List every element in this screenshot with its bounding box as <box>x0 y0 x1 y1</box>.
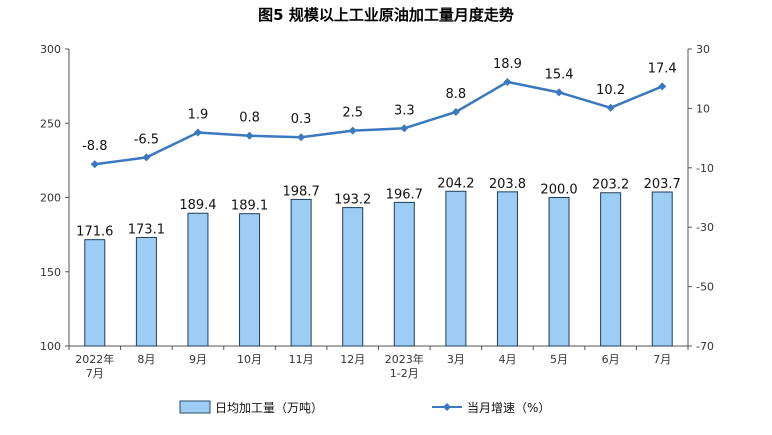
bar-value-label: 204.2 <box>437 176 474 191</box>
x-tick-label: 10月 <box>237 353 262 366</box>
y-right-tick-label: -50 <box>696 281 714 294</box>
bar <box>84 239 106 347</box>
line-value-label: 18.9 <box>493 57 522 72</box>
y-right-tick-label: -10 <box>696 162 714 175</box>
line-value-label: 17.4 <box>648 61 677 76</box>
bar-series <box>84 190 673 347</box>
x-tick-label: 6月 <box>602 353 620 366</box>
bar-value-label: 196.7 <box>386 187 423 202</box>
bar <box>496 191 518 347</box>
y-left-tick-label: 150 <box>40 266 61 279</box>
line-point <box>400 124 409 133</box>
y-left-tick-label: 200 <box>40 192 61 205</box>
x-tick-label: 7月 <box>653 353 671 366</box>
bar-value-label: 200.0 <box>540 183 577 198</box>
line-point <box>142 153 151 162</box>
bar <box>342 207 364 347</box>
bar <box>393 201 415 347</box>
line-value-label: 0.3 <box>291 112 312 127</box>
axes: 300 250 200 150 100 30 10 -10 -30 -50 -70 2022年 7月 8月… <box>40 43 714 380</box>
bar <box>548 197 570 347</box>
line-point <box>503 77 512 86</box>
x-tick-label: 11月 <box>289 353 314 366</box>
y-left-tick-label: 250 <box>40 117 61 130</box>
line-value-label: 2.5 <box>342 106 363 121</box>
x-tick-label: 12月 <box>340 353 365 366</box>
line-point <box>297 133 306 142</box>
bar-value-label: 189.4 <box>179 198 216 213</box>
legend: 日均加工量（万吨） 当月增速（%） <box>179 400 550 415</box>
legend-bar-swatch <box>179 400 211 414</box>
x-tick-label: 9月 <box>189 353 207 366</box>
x-tick-label: 4月 <box>498 353 516 366</box>
line-series <box>90 77 667 169</box>
line-value-label: 10.2 <box>596 83 625 98</box>
bar <box>187 212 209 347</box>
line-point <box>606 103 615 112</box>
bar-value-label: 203.7 <box>644 177 681 192</box>
line-point <box>348 126 357 135</box>
line-value-label: 3.3 <box>394 103 415 118</box>
bar-value-label: 173.1 <box>128 222 165 237</box>
bar-value-label: 198.7 <box>283 184 320 199</box>
bar <box>135 236 157 347</box>
growth-line <box>94 80 663 166</box>
bar-value-label: 203.8 <box>489 177 526 192</box>
line-point <box>245 131 254 140</box>
x-tick-label: 2022年 7月 <box>75 352 114 380</box>
x-tick-label: 2023年 1-2月 <box>385 352 424 380</box>
line-value-label: -6.5 <box>134 132 159 147</box>
bar-value-label: 171.6 <box>76 225 113 240</box>
legend-bar-label: 日均加工量（万吨） <box>215 401 323 415</box>
bar-value-label: 193.2 <box>334 193 371 208</box>
bar <box>290 198 312 347</box>
y-right-tick-label: 10 <box>696 102 710 115</box>
bar-value-label: 189.1 <box>231 199 268 214</box>
y-right-tick-label: 30 <box>696 43 710 56</box>
line-point <box>555 88 564 97</box>
line-point <box>658 82 667 91</box>
legend-line-marker <box>443 403 451 411</box>
y-left-tick-label: 300 <box>40 43 61 56</box>
bar <box>651 191 673 347</box>
chart-title: 图5 规模以上工业原油加工量月度走势 <box>258 6 514 24</box>
y-right-tick-label: -30 <box>696 221 714 234</box>
line-value-label: -8.8 <box>82 139 107 154</box>
line-value-label: 15.4 <box>545 67 574 82</box>
bar <box>445 190 467 347</box>
line-point <box>193 128 202 137</box>
bar-value-label: 203.2 <box>592 178 629 193</box>
x-tick-label: 5月 <box>550 353 568 366</box>
bar <box>239 213 261 347</box>
line-point <box>451 107 460 116</box>
y-right-tick-label: -70 <box>696 340 714 353</box>
y-left-tick-label: 100 <box>40 340 61 353</box>
x-tick-label: 8月 <box>137 353 155 366</box>
legend-line-label: 当月增速（%） <box>467 401 550 415</box>
x-tick-label: 3月 <box>447 353 465 366</box>
line-value-label: 0.8 <box>239 111 260 126</box>
bar <box>600 192 622 347</box>
line-value-label: 1.9 <box>188 107 209 122</box>
line-point <box>90 160 99 169</box>
line-value-label: 8.8 <box>446 87 467 102</box>
data-labels: 171.6 173.1 189.4 189.1 198.7 193.2 196.7 204.2… <box>76 57 681 240</box>
